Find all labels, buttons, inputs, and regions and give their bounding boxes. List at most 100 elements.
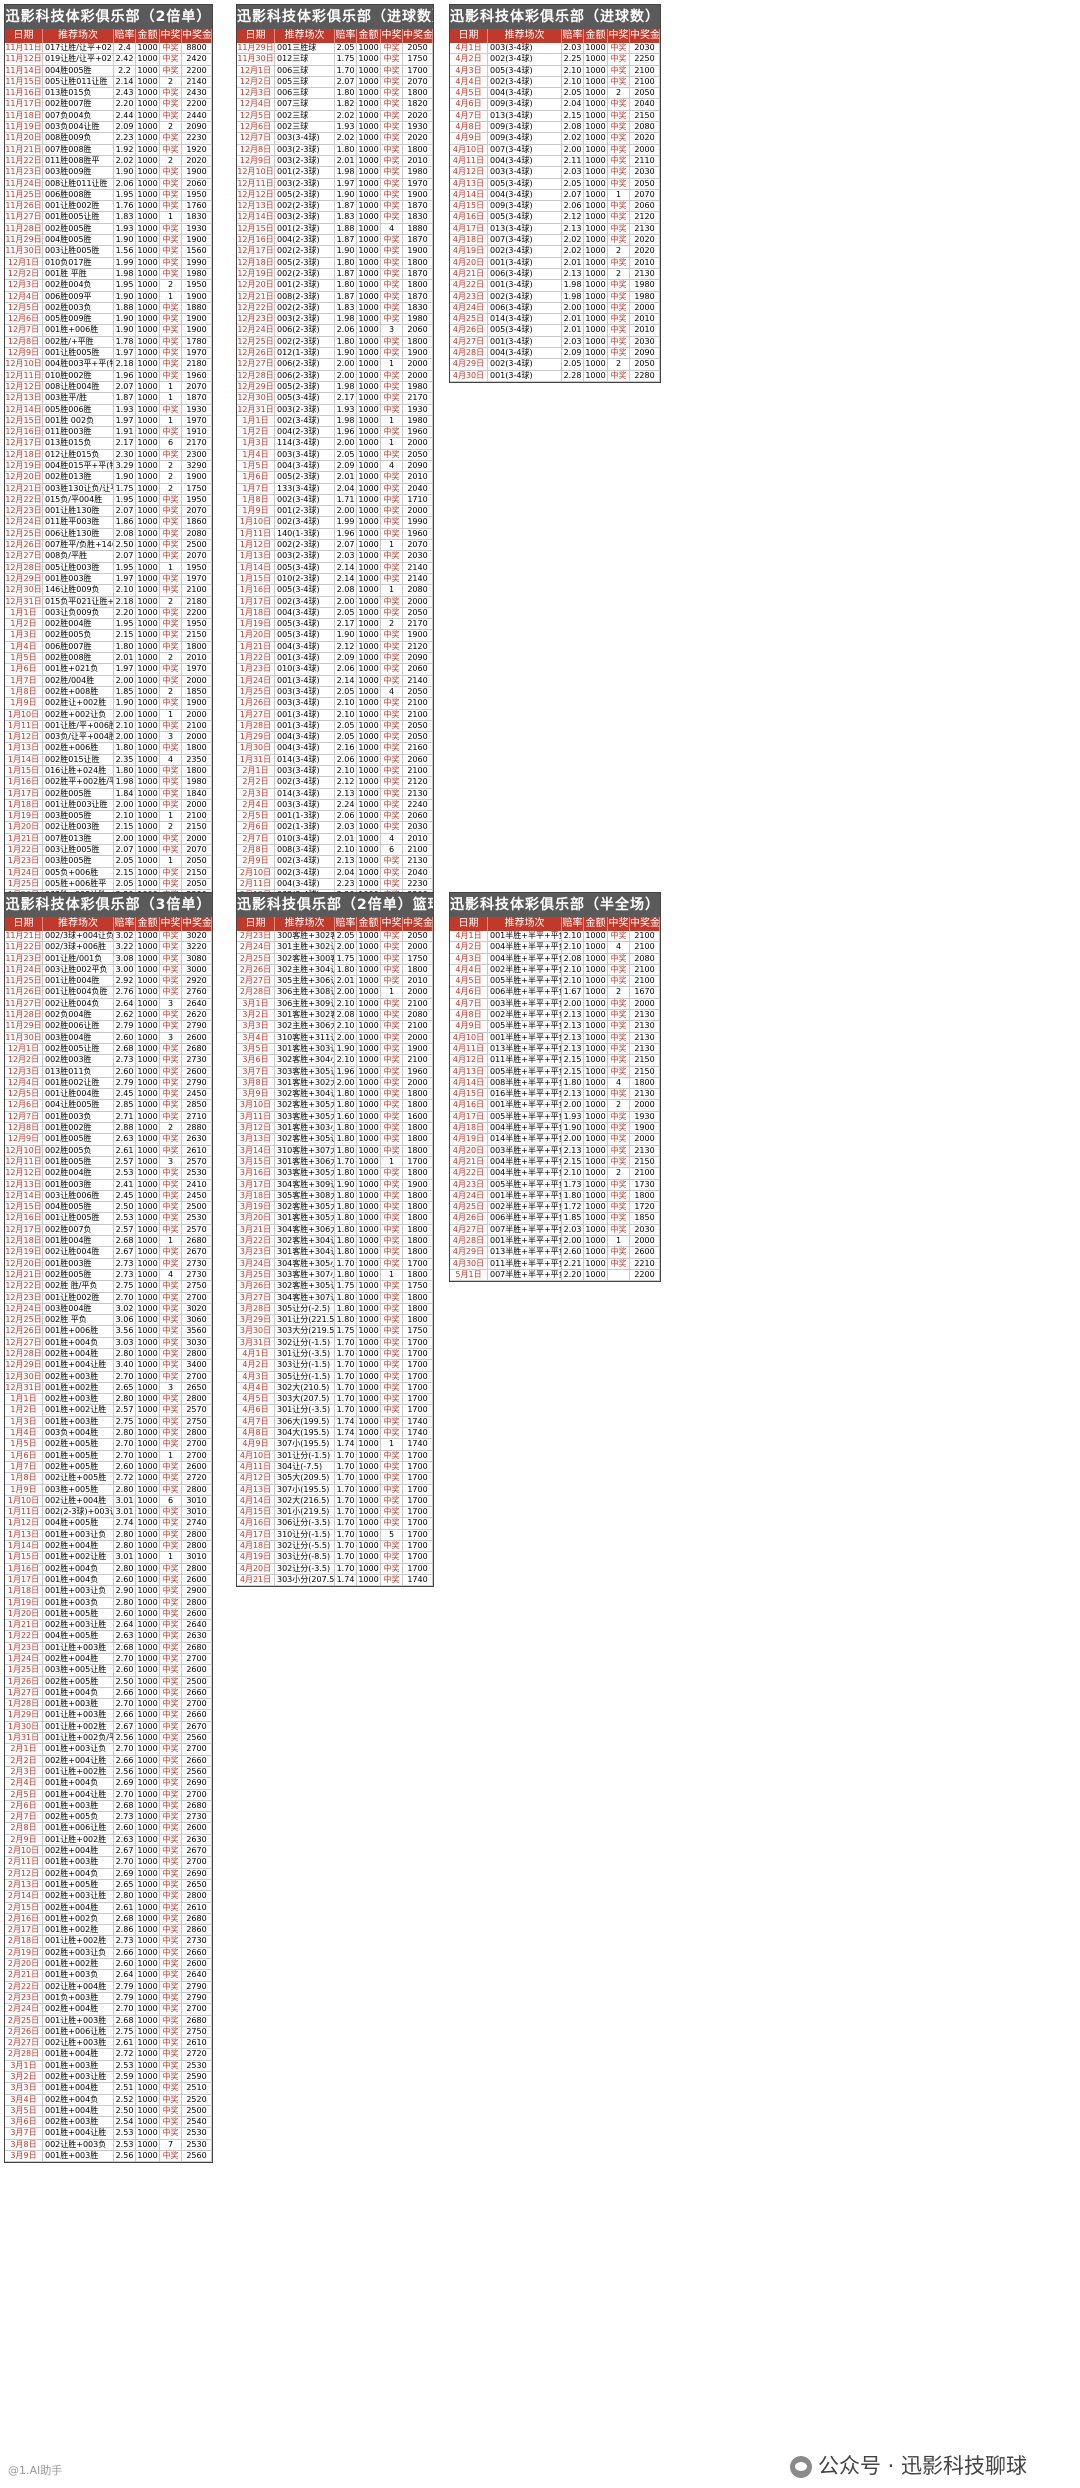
payout-cell: 1800	[403, 336, 433, 348]
odds-cell: 1.90	[335, 630, 357, 641]
result-cell: 中奖	[381, 1077, 403, 1089]
stake-cell: 1000	[136, 573, 160, 585]
odds-cell: 2.80	[114, 1428, 136, 1439]
stake-cell: 1000	[136, 506, 160, 517]
stake-cell: 1000	[136, 280, 160, 291]
stake-cell: 1000	[357, 942, 381, 953]
payout-cell: 2130	[630, 1021, 660, 1032]
payout-cell: 2440	[182, 110, 212, 122]
pick-cell: 002胜+003让胜	[43, 1891, 114, 1902]
table-row: 1月8日 002胜+008胜 1.85 1000 2 1850	[5, 686, 212, 699]
date-cell: 12月22日	[5, 494, 43, 506]
stake-cell: 1000	[136, 1936, 160, 1947]
pick-cell: 305客胜+308大分(226.5)	[275, 1190, 335, 1202]
stake-cell: 1000	[357, 404, 381, 415]
pick-cell: 146让胜009负	[43, 585, 114, 596]
pick-cell: 013(3-4球)	[488, 110, 562, 122]
odds-cell: 1.70	[335, 1484, 357, 1495]
date-cell: 4月10日	[450, 144, 488, 155]
pick-cell: 001半胜+半平+平负	[490, 1100, 562, 1111]
payout-cell: 2570	[182, 1224, 212, 1236]
result-cell: 中奖	[160, 1733, 182, 1744]
date-cell: 11月28日	[5, 1010, 43, 1021]
pick-cell: 302主胜+304让分(-7.5)	[275, 964, 335, 976]
pick-cell: 002半胜+半平+平负	[490, 964, 562, 976]
odds-cell: 2.80	[114, 1563, 136, 1574]
stake-cell: 1000	[136, 788, 160, 799]
pick-cell: 303客胜+305大分(220.5)	[275, 1111, 335, 1123]
result-cell: 中奖	[160, 1642, 182, 1653]
odds-cell: 2.00	[335, 359, 357, 370]
result-cell: 1	[381, 415, 403, 427]
odds-cell: 2.17	[335, 619, 357, 630]
odds-cell: 2.07	[335, 540, 357, 551]
date-cell: 1月17日	[5, 788, 43, 799]
pick-cell: 303客胜+305让分(-3.5)	[275, 1066, 335, 1077]
payout-cell: 2700	[182, 1292, 212, 1303]
date-cell: 1月17日	[5, 1574, 43, 1586]
date-cell: 2月7日	[5, 1812, 43, 1823]
table-row: 12月20日 001胜003胜 2.73 1000 中奖 2730	[5, 1258, 212, 1270]
pick-cell: 002胜+004胜	[43, 1348, 114, 1360]
result-cell: 中奖	[160, 1778, 182, 1789]
result-cell: 中奖	[160, 167, 182, 178]
table-row: 1月19日 001胜+003负 2.80 1000 中奖 2800	[5, 1597, 212, 1609]
payout-cell: 1870	[182, 393, 212, 404]
odds-cell: 2.79	[114, 1981, 136, 1992]
pick-cell: 005让胜011让胜	[43, 76, 114, 88]
table-row: 1月2日 004(2-3球) 1.96 1000 中奖 1960	[237, 427, 433, 439]
odds-cell: 2.05	[562, 88, 584, 99]
payout-cell: 1750	[182, 483, 212, 494]
date-cell: 12月30日	[237, 393, 275, 404]
odds-cell: 1.73	[562, 1179, 584, 1190]
result-cell: 中奖	[160, 1247, 182, 1258]
pick-cell: 005(2-3球)	[275, 257, 335, 268]
odds-cell: 1.90	[114, 235, 136, 246]
table-row: 3月31日 302让分(-1.5) 1.70 1000 中奖 1700	[237, 1337, 433, 1349]
payout-cell: 2530	[182, 2060, 212, 2071]
table-body: 4月1日 003(3-4球) 2.03 1000 中奖 2030 4月2日 002(3-4球)…	[450, 43, 660, 382]
payout-cell: 1600	[403, 1111, 433, 1123]
result-cell: 中奖	[160, 1925, 182, 1936]
stake-cell: 1000	[136, 1823, 160, 1834]
date-cell: 1月25日	[5, 878, 43, 890]
odds-cell: 1.70	[335, 1371, 357, 1382]
payout-cell: 2110	[630, 155, 660, 167]
table-row: 11月25日 006胜008胜 1.95 1000 中奖 1950	[5, 189, 212, 202]
payout-cell: 2650	[182, 1879, 212, 1891]
result-cell: 中奖	[381, 1484, 403, 1495]
pick-cell: 005(2-3球)	[275, 381, 335, 393]
date-cell: 2月8日	[5, 1823, 43, 1834]
odds-cell: 1.80	[335, 1089, 357, 1100]
payout-cell: 2900	[182, 1586, 212, 1597]
date-cell: 1月13日	[5, 743, 43, 754]
payout-cell: 2700	[182, 2004, 212, 2015]
table-row: 1月9日 001(2-3球) 2.00 1000 中奖 2000	[237, 506, 433, 518]
result-cell: 中奖	[160, 1936, 182, 1947]
odds-cell: 2.10	[114, 811, 136, 822]
column-header: 中奖	[381, 29, 403, 43]
stake-cell: 1000	[136, 1292, 160, 1303]
date-cell: 12月5日	[237, 110, 275, 122]
pick-cell: 002胜003负	[43, 302, 114, 314]
table-row: 4月20日 001(3-4球) 2.01 1000 中奖 2010	[450, 257, 660, 269]
table-row: 12月17日 002(2-3球) 1.90 1000 中奖 1900	[237, 246, 433, 258]
date-cell: 11月11日	[5, 43, 43, 54]
odds-cell: 1.90	[114, 472, 136, 483]
pick-cell: 002胜让+002胜	[43, 698, 114, 709]
result-cell: 中奖	[160, 743, 182, 754]
pick-cell: 002胜005让胜	[43, 1043, 114, 1055]
pick-cell: 140(1-3球)	[275, 528, 335, 540]
pick-cell: 301让分(-1.5)	[275, 1450, 335, 1461]
table-row: 2月1日 003(3-4球) 2.10 1000 中奖 2100	[237, 766, 433, 778]
pick-cell: 133(3-4球)	[275, 483, 335, 494]
stake-cell: 1000	[136, 596, 160, 607]
table-row: 1月10日 002胜+002让负 2.00 1000 1 2000	[5, 709, 212, 721]
pick-cell: 005(3-4球)	[488, 212, 562, 223]
pick-cell: 001半胜+半平+平负	[490, 1190, 562, 1202]
date-cell: 4月2日	[450, 54, 488, 65]
result-cell: 1	[381, 438, 403, 449]
pick-cell: 001让胜+002胜	[43, 1936, 114, 1947]
odds-cell: 2.51	[114, 2083, 136, 2094]
